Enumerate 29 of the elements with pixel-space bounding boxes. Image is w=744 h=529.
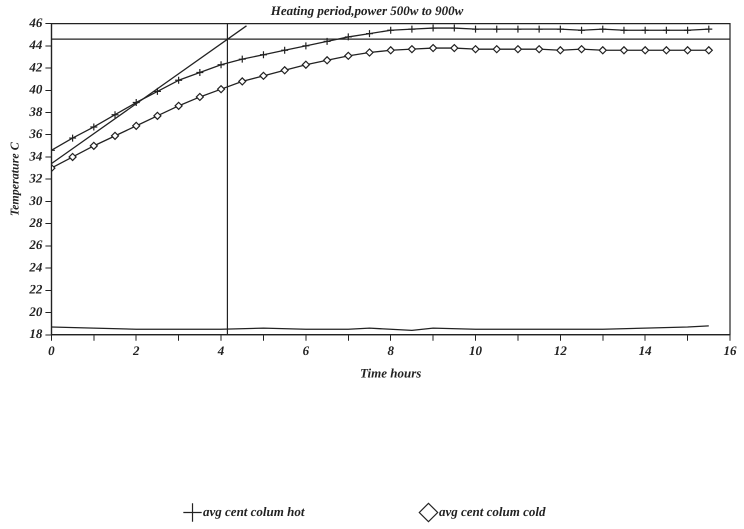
y-tick-label: 34 — [28, 148, 43, 164]
y-tick-label: 18 — [29, 326, 43, 342]
y-tick-label: 24 — [28, 259, 43, 274]
legend-label: avg cent colum hot — [203, 504, 305, 519]
y-tick-label: 40 — [28, 82, 43, 97]
chart-title: Heating period,power 500w to 900w — [270, 3, 464, 18]
x-tick-label: 4 — [216, 342, 225, 358]
legend-label: avg cent colum cold — [438, 504, 546, 519]
y-tick-label: 44 — [28, 37, 43, 52]
y-tick-label: 22 — [28, 282, 43, 297]
x-tick-label: 6 — [302, 342, 310, 358]
y-tick-label: 46 — [28, 14, 43, 30]
x-tick-label: 0 — [48, 342, 56, 358]
y-tick-label: 32 — [28, 170, 43, 186]
y-tick-label: 36 — [28, 126, 43, 142]
x-tick-label: 12 — [554, 342, 568, 358]
y-tick-label: 28 — [28, 215, 43, 230]
y-tick-label: 30 — [28, 192, 43, 208]
y-tick-label: 20 — [28, 304, 43, 319]
x-axis-title: Time hours — [360, 366, 422, 381]
y-tick-label: 38 — [28, 104, 43, 119]
y-axis-title: Temperature C — [7, 141, 22, 216]
y-tick-label: 42 — [28, 59, 43, 74]
x-tick-label: 8 — [387, 342, 394, 358]
x-tick-label: 16 — [724, 342, 737, 358]
x-tick-label: 14 — [638, 342, 652, 358]
x-tick-label: 10 — [469, 342, 483, 358]
x-tick-label: 2 — [132, 342, 140, 358]
y-tick-label: 26 — [28, 237, 43, 252]
